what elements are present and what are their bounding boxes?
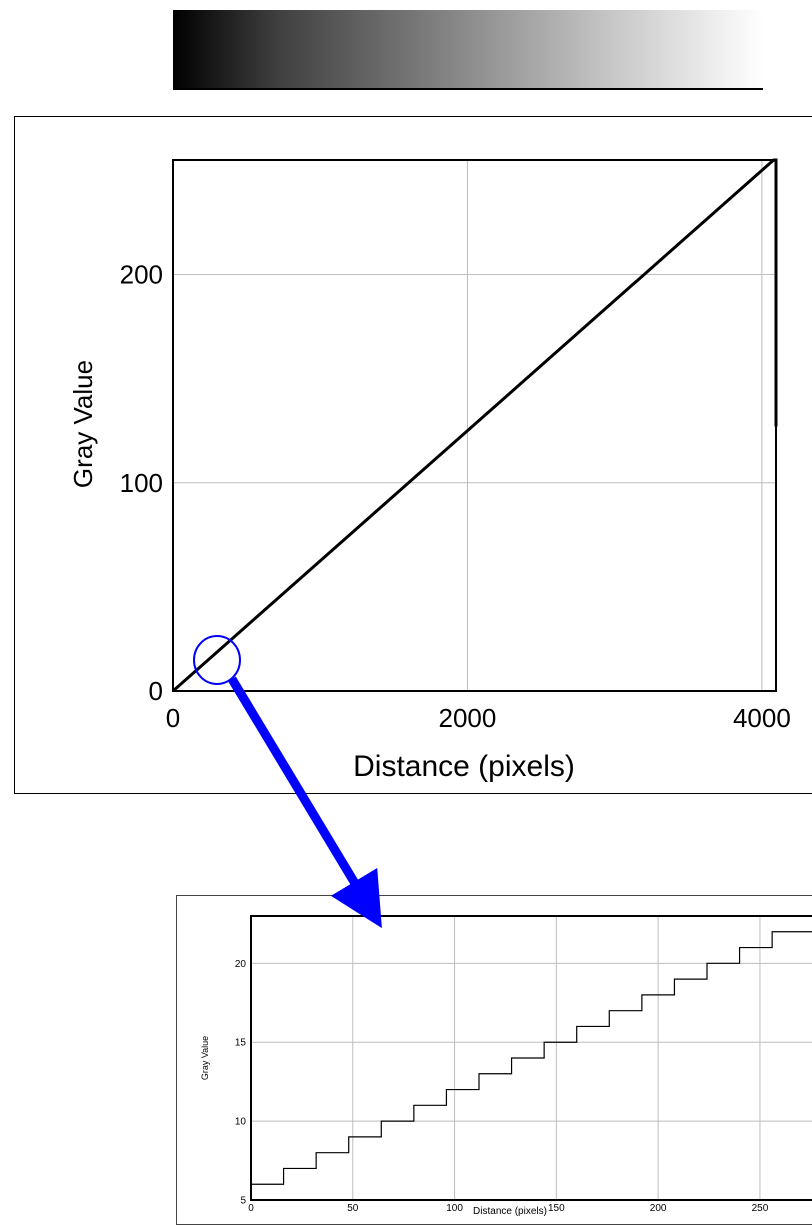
y-tick-label: 0 bbox=[149, 676, 163, 706]
zoom-x-axis-label: Distance (pixels) bbox=[473, 1206, 547, 1216]
x-tick-label: 100 bbox=[446, 1203, 463, 1214]
main-x-tick-labels: 0 2000 4000 bbox=[166, 703, 791, 733]
y-tick-label: 5 bbox=[240, 1196, 246, 1207]
zoom-plot-area bbox=[250, 915, 812, 1201]
main-y-axis-label: Gray Value bbox=[68, 360, 98, 488]
x-tick-label: 0 bbox=[248, 1203, 254, 1214]
x-tick-label: 0 bbox=[166, 703, 180, 733]
zoom-arrow bbox=[228, 676, 382, 929]
x-tick-label: 50 bbox=[347, 1203, 359, 1214]
main-y-tick-labels: 0 100 200 bbox=[120, 260, 163, 706]
y-tick-label: 15 bbox=[235, 1038, 247, 1049]
y-tick-label: 100 bbox=[120, 468, 163, 498]
zoom-series-line bbox=[251, 931, 812, 1185]
x-tick-label: 200 bbox=[650, 1203, 667, 1214]
y-tick-label: 10 bbox=[235, 1117, 247, 1128]
main-chart-frame bbox=[14, 116, 812, 794]
grayscale-gradient-bar bbox=[173, 10, 763, 90]
x-tick-label: 2000 bbox=[439, 703, 497, 733]
y-tick-label: 20 bbox=[235, 959, 247, 970]
y-tick-label: 200 bbox=[120, 260, 163, 290]
zoom-x-tick-labels: 0 50 100 150 200 250 bbox=[248, 1203, 768, 1214]
zoom-y-axis-label: Gray Value bbox=[200, 1036, 210, 1080]
zoom-chart: 0 50 100 150 200 250 5 10 15 20 Distance (pixels… bbox=[200, 915, 812, 1216]
main-series-line bbox=[172, 158, 778, 693]
x-tick-label: 250 bbox=[752, 1203, 769, 1214]
main-x-axis-label: Distance (pixels) bbox=[353, 750, 575, 783]
x-tick-label: 150 bbox=[548, 1203, 565, 1214]
x-tick-label: 4000 bbox=[733, 703, 791, 733]
zoom-y-tick-labels: 5 10 15 20 bbox=[235, 959, 247, 1207]
zoom-region-circle bbox=[193, 635, 241, 685]
main-chart: 0 2000 4000 0 100 200 Distance (pixels) Gray… bbox=[68, 158, 791, 783]
